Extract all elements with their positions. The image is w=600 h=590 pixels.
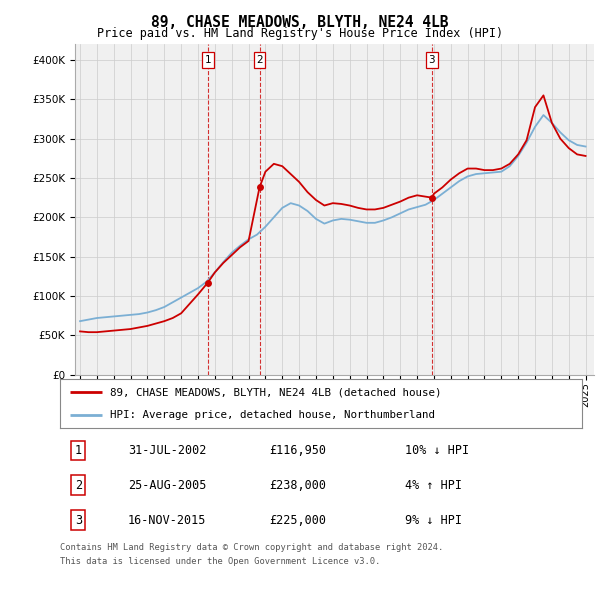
- Text: £225,000: £225,000: [269, 514, 326, 527]
- Text: 31-JUL-2002: 31-JUL-2002: [128, 444, 206, 457]
- Text: 89, CHASE MEADOWS, BLYTH, NE24 4LB (detached house): 89, CHASE MEADOWS, BLYTH, NE24 4LB (deta…: [110, 388, 441, 398]
- Text: £116,950: £116,950: [269, 444, 326, 457]
- Text: 1: 1: [205, 55, 211, 65]
- Text: 89, CHASE MEADOWS, BLYTH, NE24 4LB: 89, CHASE MEADOWS, BLYTH, NE24 4LB: [151, 15, 449, 30]
- Text: £238,000: £238,000: [269, 478, 326, 492]
- Text: HPI: Average price, detached house, Northumberland: HPI: Average price, detached house, Nort…: [110, 409, 434, 419]
- Text: 3: 3: [75, 514, 82, 527]
- Text: 2: 2: [75, 478, 82, 492]
- Text: 3: 3: [428, 55, 435, 65]
- Text: Contains HM Land Registry data © Crown copyright and database right 2024.: Contains HM Land Registry data © Crown c…: [60, 543, 443, 552]
- Text: This data is licensed under the Open Government Licence v3.0.: This data is licensed under the Open Gov…: [60, 557, 380, 566]
- Text: 4% ↑ HPI: 4% ↑ HPI: [404, 478, 461, 492]
- Text: 25-AUG-2005: 25-AUG-2005: [128, 478, 206, 492]
- Text: 1: 1: [75, 444, 82, 457]
- Text: 16-NOV-2015: 16-NOV-2015: [128, 514, 206, 527]
- Text: 9% ↓ HPI: 9% ↓ HPI: [404, 514, 461, 527]
- Text: 2: 2: [256, 55, 263, 65]
- Text: Price paid vs. HM Land Registry's House Price Index (HPI): Price paid vs. HM Land Registry's House …: [97, 27, 503, 40]
- Text: 10% ↓ HPI: 10% ↓ HPI: [404, 444, 469, 457]
